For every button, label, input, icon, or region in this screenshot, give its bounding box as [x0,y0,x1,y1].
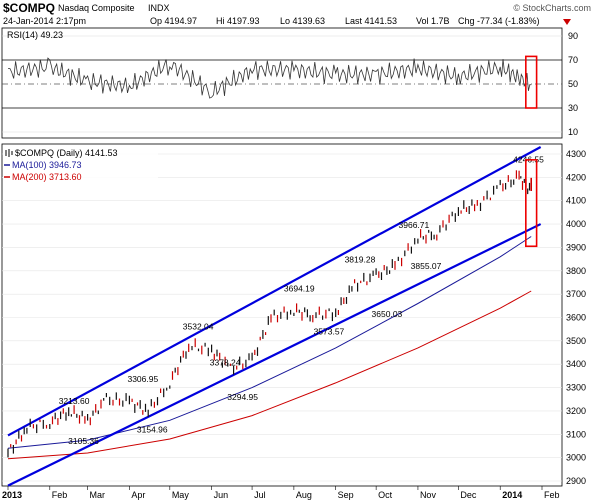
price-annotation: 3213.60 [59,396,90,406]
rsi-y-axis: 90 70 50 30 10 [568,31,578,137]
price-tick-label: 4000 [566,219,586,229]
price-tick-label: 3700 [566,289,586,299]
price-tick-label: 3200 [566,406,586,416]
x-axis: 2013 Feb Mar Apr May Jun Jul Aug Sep Oct Nov Dec 201… [2,486,560,500]
channel-upper-line [7,146,542,437]
x-tick-label: Oct [378,490,393,500]
price-annotation: 3378.24 [210,357,241,367]
rsi-highlight-box [525,55,538,109]
rsi-tick-label: 30 [568,103,578,113]
rsi-panel-frame [1,27,563,139]
index-name: Nasdaq Composite [58,3,135,13]
x-tick-label: May [172,490,190,500]
rsi-tick-label: 10 [568,127,578,137]
price-annotation: 3694.19 [284,283,315,293]
price-tick-label: 3300 [566,383,586,393]
change-value: Chg -77.34 (-1.83%) [458,16,540,26]
x-tick-label: Nov [420,490,437,500]
rsi-series [7,57,532,99]
price-tick-label: 3500 [566,336,586,346]
x-tick-label: Jul [254,490,266,500]
price-tick-label: 3900 [566,242,586,252]
open-value: Op 4194.97 [150,16,197,26]
price-tick-label: 4200 [566,172,586,182]
low-value: Lo 4139.63 [280,16,325,26]
x-tick-label: Aug [296,490,312,500]
price-tick-label: 3000 [566,453,586,463]
price-annotation: 3573.57 [314,327,345,337]
price-y-axis: 4300 4200 4100 4000 3900 3800 3700 3600 3500 3400… [566,149,586,486]
x-tick-label: Jun [214,490,229,500]
x-tick-label: 2013 [2,490,22,500]
datetime-label: 24-Jan-2014 2:17pm [3,16,86,26]
x-tick-label: Dec [460,490,477,500]
price-tick-label: 3600 [566,313,586,323]
price-annotation: 3819.28 [345,254,376,264]
watermark: © StockCharts.com [513,3,591,13]
price-tick-label: 2900 [566,476,586,486]
ma100-legend-label: MA(100) 3946.73 [12,160,82,170]
high-value: Hi 4197.93 [216,16,260,26]
price-tick-label: 3800 [566,266,586,276]
price-series [7,146,542,487]
price-annotation: 3966.71 [399,220,430,230]
price-tick-label: 3100 [566,429,586,439]
ma200-legend-label: MA(200) 3713.60 [12,172,82,182]
price-tick-label: 4100 [566,196,586,206]
price-legend-icon [5,149,13,157]
highlight-boxes [525,55,538,248]
x-tick-label: Mar [90,490,106,500]
symbol-title: $COMPQ [3,1,55,15]
ma200-line [7,290,532,460]
price-annotation: 3650.03 [372,309,403,319]
channel-lower-line [7,223,542,487]
x-tick-label: 2014 [502,490,522,500]
rsi-line [7,57,532,99]
x-tick-label: Feb [544,490,560,500]
price-tick-label: 3400 [566,359,586,369]
rsi-tick-label: 50 [568,79,578,89]
rsi-label: RSI(14) 49.23 [7,30,63,40]
price-annotation: 3105.36 [68,436,99,446]
ma100-line [7,236,532,449]
price-panel-frame [1,143,563,487]
x-tick-label: Apr [131,490,145,500]
price-annotation: 3294.95 [227,392,258,402]
down-arrow-icon [563,19,571,25]
price-annotation: 3532.04 [183,321,214,331]
price-panel-label: $COMPQ (Daily) 4141.53 [15,148,118,158]
price-annotation: 3154.96 [137,424,168,434]
price-annotations: 3213.60 3105.36 3306.95 3154.96 3532.04 3378.… [59,154,544,446]
price-annotation: 3855.07 [411,261,442,271]
price-annotation: 3306.95 [127,374,158,384]
price-tick-label: 4300 [566,149,586,159]
volume-value: Vol 1.7B [416,16,450,26]
exchange-label: INDX [148,3,170,13]
legend-background [3,146,158,182]
x-tick-label: Sep [338,490,354,500]
x-tick-label: Feb [52,490,68,500]
last-value: Last 4141.53 [345,16,397,26]
rsi-tick-label: 90 [568,31,578,41]
rsi-tick-label: 70 [568,55,578,65]
price-highlight-box [525,159,538,248]
